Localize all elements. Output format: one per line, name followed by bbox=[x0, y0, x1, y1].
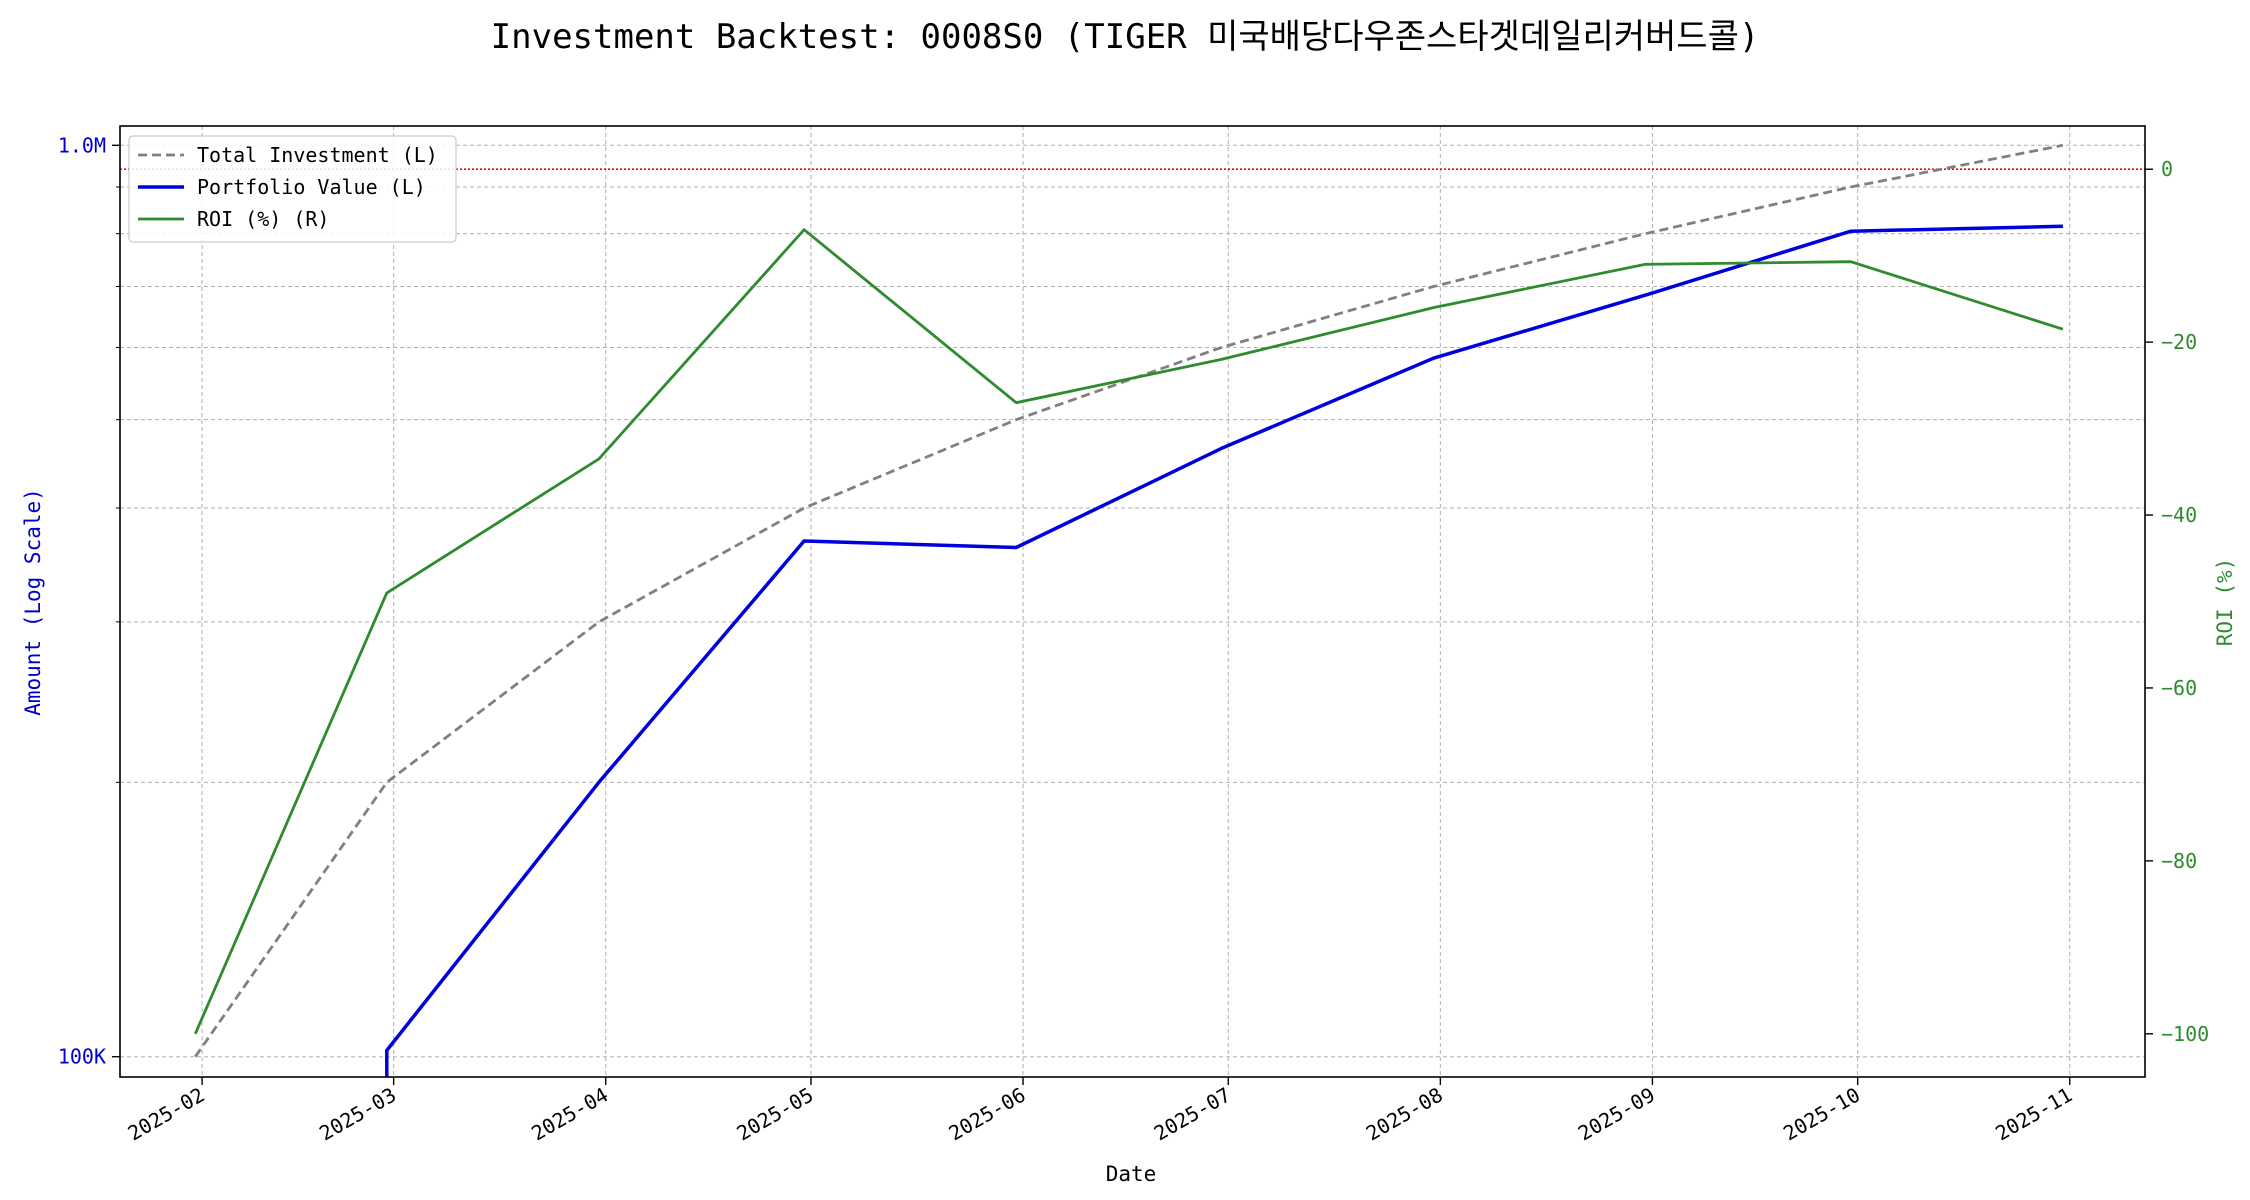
x-axis-label: Date bbox=[1106, 1162, 1157, 1186]
left-axis-ticks: 100K 1.0M bbox=[58, 133, 120, 1069]
left-tick-label: 100K bbox=[58, 1045, 106, 1069]
x-tick-label: 2025-10 bbox=[1779, 1083, 1864, 1146]
legend-label: Portfolio Value (L) bbox=[197, 175, 426, 199]
x-tick-label: 2025-06 bbox=[945, 1083, 1030, 1146]
chart-title: Investment Backtest: 0008S0 (TIGER 미국배당다… bbox=[491, 17, 1760, 57]
left-axis-label: Amount (Log Scale) bbox=[21, 488, 45, 716]
right-axis-ticks: 0 −20 −40 −60 −80 −100 bbox=[2145, 157, 2209, 1046]
left-tick-label: 1.0M bbox=[58, 133, 106, 157]
legend: Total Investment (L) Portfolio Value (L) R… bbox=[128, 135, 457, 243]
legend-label: Total Investment (L) bbox=[197, 143, 438, 167]
x-tick-label: 2025-11 bbox=[1991, 1083, 2076, 1146]
x-tick-label: 2025-05 bbox=[732, 1083, 817, 1146]
roi-line bbox=[194, 228, 2064, 1035]
right-tick-label: −100 bbox=[2161, 1022, 2209, 1046]
right-tick-label: 0 bbox=[2161, 157, 2173, 181]
legend-label: ROI (%) (R) bbox=[197, 207, 329, 231]
portfolio-value-line bbox=[385, 224, 2063, 1077]
x-tick-label: 2025-04 bbox=[527, 1083, 612, 1146]
right-tick-label: −60 bbox=[2161, 676, 2197, 700]
grid bbox=[120, 126, 2145, 1077]
x-tick-label: 2025-07 bbox=[1150, 1083, 1235, 1146]
legend-box bbox=[128, 135, 457, 243]
right-tick-label: −80 bbox=[2161, 849, 2197, 873]
series-lines bbox=[194, 143, 2064, 1077]
right-axis-label: ROI (%) bbox=[2213, 558, 2237, 647]
x-axis-ticks: 2025-02 2025-03 2025-04 2025-05 2025-06 2025-… bbox=[124, 1077, 2076, 1146]
x-tick-label: 2025-03 bbox=[315, 1083, 400, 1146]
x-tick-label: 2025-08 bbox=[1362, 1083, 1447, 1146]
x-tick-label: 2025-02 bbox=[124, 1083, 209, 1146]
plot-frame bbox=[119, 125, 2146, 1078]
right-tick-label: −40 bbox=[2161, 503, 2197, 527]
x-tick-label: 2025-09 bbox=[1574, 1083, 1659, 1146]
total-investment-line bbox=[194, 143, 2064, 1058]
right-tick-label: −20 bbox=[2161, 330, 2197, 354]
